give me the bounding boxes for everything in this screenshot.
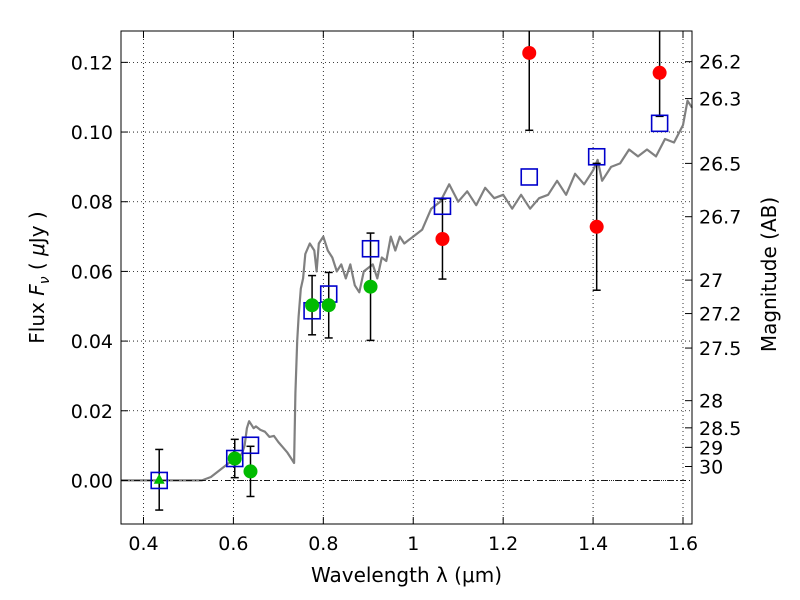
y2-tick-label: 28.5: [699, 418, 741, 440]
y2-tick-label: 26.7: [699, 207, 741, 229]
filled-circle-marker: [435, 232, 450, 247]
filled-circle-marker: [321, 298, 336, 313]
y2-axis-label: Magnitude (AB): [757, 197, 781, 352]
x-tick-label: 1.6: [668, 533, 698, 555]
filled-triangle-marker: [153, 473, 165, 484]
y2-tick-label: 28: [699, 391, 723, 413]
y-tick-label: 0.08: [71, 192, 113, 214]
open-square-marker: [361, 239, 380, 258]
ylabel-part-2: F: [25, 284, 49, 296]
y-tick-label: 0.12: [71, 52, 113, 74]
y-tick-label: 0.10: [71, 122, 113, 144]
filled-circle-marker: [363, 279, 378, 294]
open-square-marker: [241, 436, 260, 455]
y2-tick-label: 27: [699, 270, 723, 292]
open-square-marker: [150, 471, 169, 490]
filled-circle-marker: [522, 45, 537, 60]
axis-ticks: [121, 31, 692, 524]
spectrum-line: [121, 99, 693, 482]
error-bars: [155, 31, 664, 511]
x-axis-label: Wavelength λ (μm): [311, 563, 502, 587]
y2-tick-label: 29: [699, 437, 723, 459]
ylabel-part-3: ν: [37, 276, 53, 284]
y-tick-label: 0.06: [71, 261, 113, 283]
template-spectrum: [121, 99, 693, 482]
ylabel-part-5: μ: [25, 243, 49, 257]
open-square-marker: [650, 114, 669, 133]
x-tick-label: 1.2: [488, 533, 518, 555]
x-tick-label: 1: [407, 533, 419, 555]
y2-tick-label: 26.2: [699, 52, 741, 74]
open-square-marker: [587, 147, 606, 166]
x-tick-label: 0.6: [218, 533, 248, 555]
tick-labels: 0.4 0.6 0.8 1 1.2 1.4 1.6 0.00 0.02 0.04 0.06 0.08 0…: [71, 52, 742, 555]
filled-circle-marker: [227, 451, 242, 466]
x-tick-label: 0.8: [308, 533, 338, 555]
x-tick-label: 1.4: [578, 533, 608, 555]
y-tick-label: 0.02: [71, 401, 113, 423]
plot-frame: [120, 30, 693, 525]
y-tick-label: 0.04: [71, 331, 113, 353]
grid-lines: [121, 31, 692, 524]
ylabel-part-4: (: [25, 256, 49, 277]
y-tick-label: 0.00: [71, 470, 113, 492]
y2-tick-label: 27.5: [699, 338, 741, 360]
ylabel-part-6: Jy ): [25, 211, 49, 245]
y2-tick-label: 26.3: [699, 89, 741, 111]
data-markers: [150, 45, 669, 490]
y-axis-label: Flux Fν ( μJy ): [25, 211, 53, 343]
filled-circle-marker: [652, 65, 667, 80]
open-square-marker: [225, 449, 244, 468]
x-tick-label: 0.4: [128, 533, 158, 555]
open-square-marker: [520, 168, 539, 186]
y2-tick-label: 27.2: [699, 304, 741, 326]
y2-tick-label: 26.5: [699, 153, 741, 175]
y2-tick-label: 30: [699, 457, 723, 479]
filled-circle-marker: [589, 219, 604, 234]
filled-circle-marker: [305, 298, 320, 313]
filled-circle-marker: [243, 464, 258, 479]
open-square-marker: [433, 197, 452, 216]
ylabel-part-1: Flux: [25, 296, 49, 344]
